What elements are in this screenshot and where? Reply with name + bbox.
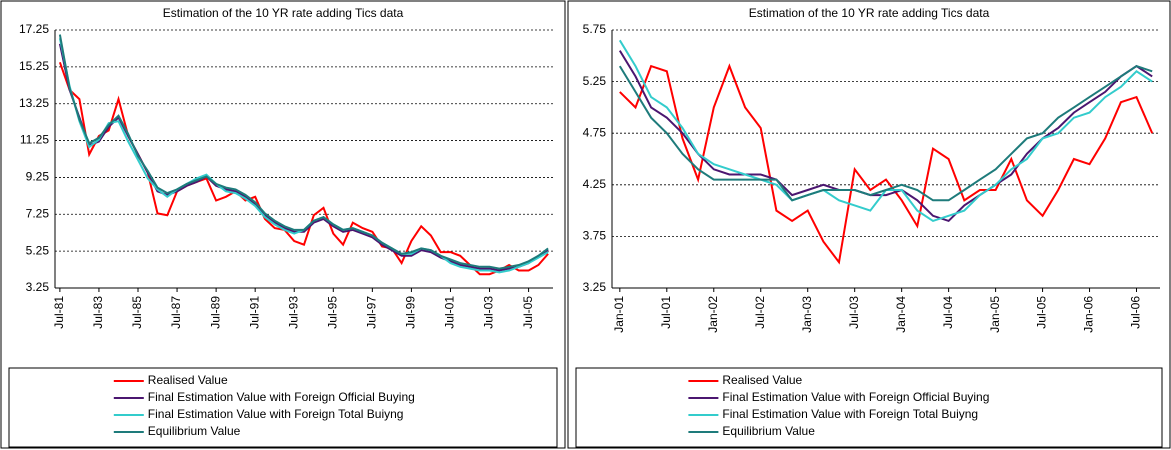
legend-label: Final Estimation Value with Foreign Offi… [148, 390, 415, 404]
y-tick-label: 5.25 [26, 243, 50, 257]
x-tick-label: Jul-01 [659, 296, 673, 329]
x-tick-label: Jan-01 [612, 296, 626, 333]
x-tick-label: Jul-04 [941, 296, 955, 329]
x-tick-label: Jan-03 [800, 296, 814, 333]
y-tick-label: 11.25 [20, 133, 49, 147]
y-tick-label: 9.25 [26, 170, 50, 184]
x-tick-label: Jul-01 [443, 296, 457, 329]
x-tick-label: Jul-87 [169, 296, 183, 329]
x-tick-label: Jul-99 [404, 296, 418, 329]
x-tick-label: Jul-05 [521, 296, 535, 329]
x-tick-label: Jul-91 [247, 296, 261, 329]
chart-title: Estimation of the 10 YR rate adding Tics… [163, 6, 404, 20]
y-tick-label: 4.75 [583, 125, 607, 139]
x-tick-label: Jul-85 [130, 296, 144, 329]
y-tick-label: 3.25 [26, 280, 50, 294]
legend-label: Final Estimation Value with Foreign Offi… [722, 390, 989, 404]
x-tick-label: Jul-89 [208, 296, 222, 329]
series-line [618, 39, 1153, 222]
chart-title: Estimation of the 10 YR rate adding Tics… [749, 6, 990, 20]
x-tick-label: Jul-95 [325, 296, 339, 329]
y-tick-label: 3.75 [583, 229, 607, 243]
legend-box [575, 367, 1163, 448]
x-tick-label: Jan-02 [706, 296, 720, 333]
series-line [58, 34, 549, 270]
y-tick-label: 13.25 [19, 96, 49, 110]
x-tick-label: Jul-97 [365, 296, 379, 329]
y-tick-label: 17.25 [19, 22, 49, 36]
x-tick-label: Jul-93 [286, 296, 300, 329]
legend-box [8, 367, 558, 448]
panel-border [567, 0, 1171, 449]
series-line [619, 63, 1154, 265]
x-tick-label: Jul-81 [52, 296, 66, 329]
x-tick-label: Jan-04 [894, 296, 908, 333]
x-tick-label: Jul-03 [847, 296, 861, 329]
panel-border [0, 0, 566, 449]
legend-label: Equilibrium Value [148, 424, 241, 438]
series-line [618, 50, 1153, 223]
x-tick-label: Jul-03 [482, 296, 496, 329]
x-tick-label: Jul-05 [1035, 296, 1049, 329]
legend-label: Final Estimation Value with Foreign Tota… [148, 407, 404, 421]
series-line [58, 61, 549, 276]
y-tick-label: 15.25 [19, 59, 49, 73]
x-tick-label: Jul-83 [91, 296, 105, 329]
legend-label: Realised Value [148, 373, 228, 387]
y-tick-label: 5.75 [583, 22, 607, 36]
series-line [58, 43, 549, 272]
legend-label: Realised Value [722, 373, 802, 387]
y-tick-label: 7.25 [26, 206, 50, 220]
x-tick-label: Jul-06 [1129, 296, 1143, 329]
y-tick-label: 4.25 [583, 177, 607, 191]
legend-label: Final Estimation Value with Foreign Tota… [722, 407, 978, 421]
x-tick-label: Jan-05 [988, 296, 1002, 333]
legend-label: Equilibrium Value [722, 424, 815, 438]
series-line [618, 64, 1153, 202]
series-line [58, 38, 549, 274]
y-tick-label: 5.25 [583, 74, 607, 88]
y-tick-label: 3.25 [583, 280, 607, 294]
x-tick-label: Jul-02 [753, 296, 767, 329]
x-tick-label: Jan-06 [1082, 296, 1096, 333]
